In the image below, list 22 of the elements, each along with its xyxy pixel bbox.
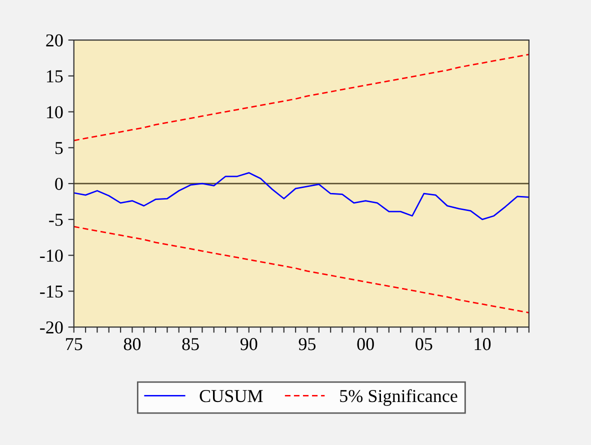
x-tick-label: 75 — [66, 338, 82, 350]
y-tick-label: -20 — [40, 321, 63, 334]
legend-label: 5% Significance — [340, 389, 458, 406]
line-series — [74, 54, 529, 142]
line-series — [74, 226, 529, 314]
legend-label: CUSUM — [200, 390, 263, 402]
x-tick-label: 10 — [474, 338, 491, 350]
line-series — [74, 172, 529, 220]
x-tick-label: 00 — [357, 338, 374, 350]
y-tick-label: -10 — [40, 250, 63, 262]
y-tick-label: -15 — [40, 286, 63, 298]
y-tick-label: 15 — [46, 70, 63, 82]
x-tick-label: 85 — [182, 338, 199, 350]
x-tick-label: 95 — [298, 338, 316, 350]
y-tick-label: -5 — [49, 214, 63, 226]
y-tick-label: 0 — [55, 178, 63, 190]
y-tick-label: 5 — [55, 142, 63, 154]
x-tick-label: 90 — [240, 338, 258, 350]
x-tick-label: 80 — [124, 338, 141, 350]
y-tick-label: 20 — [46, 34, 63, 46]
x-tick-label: 05 — [416, 338, 432, 350]
y-tick-label: 10 — [46, 106, 63, 118]
